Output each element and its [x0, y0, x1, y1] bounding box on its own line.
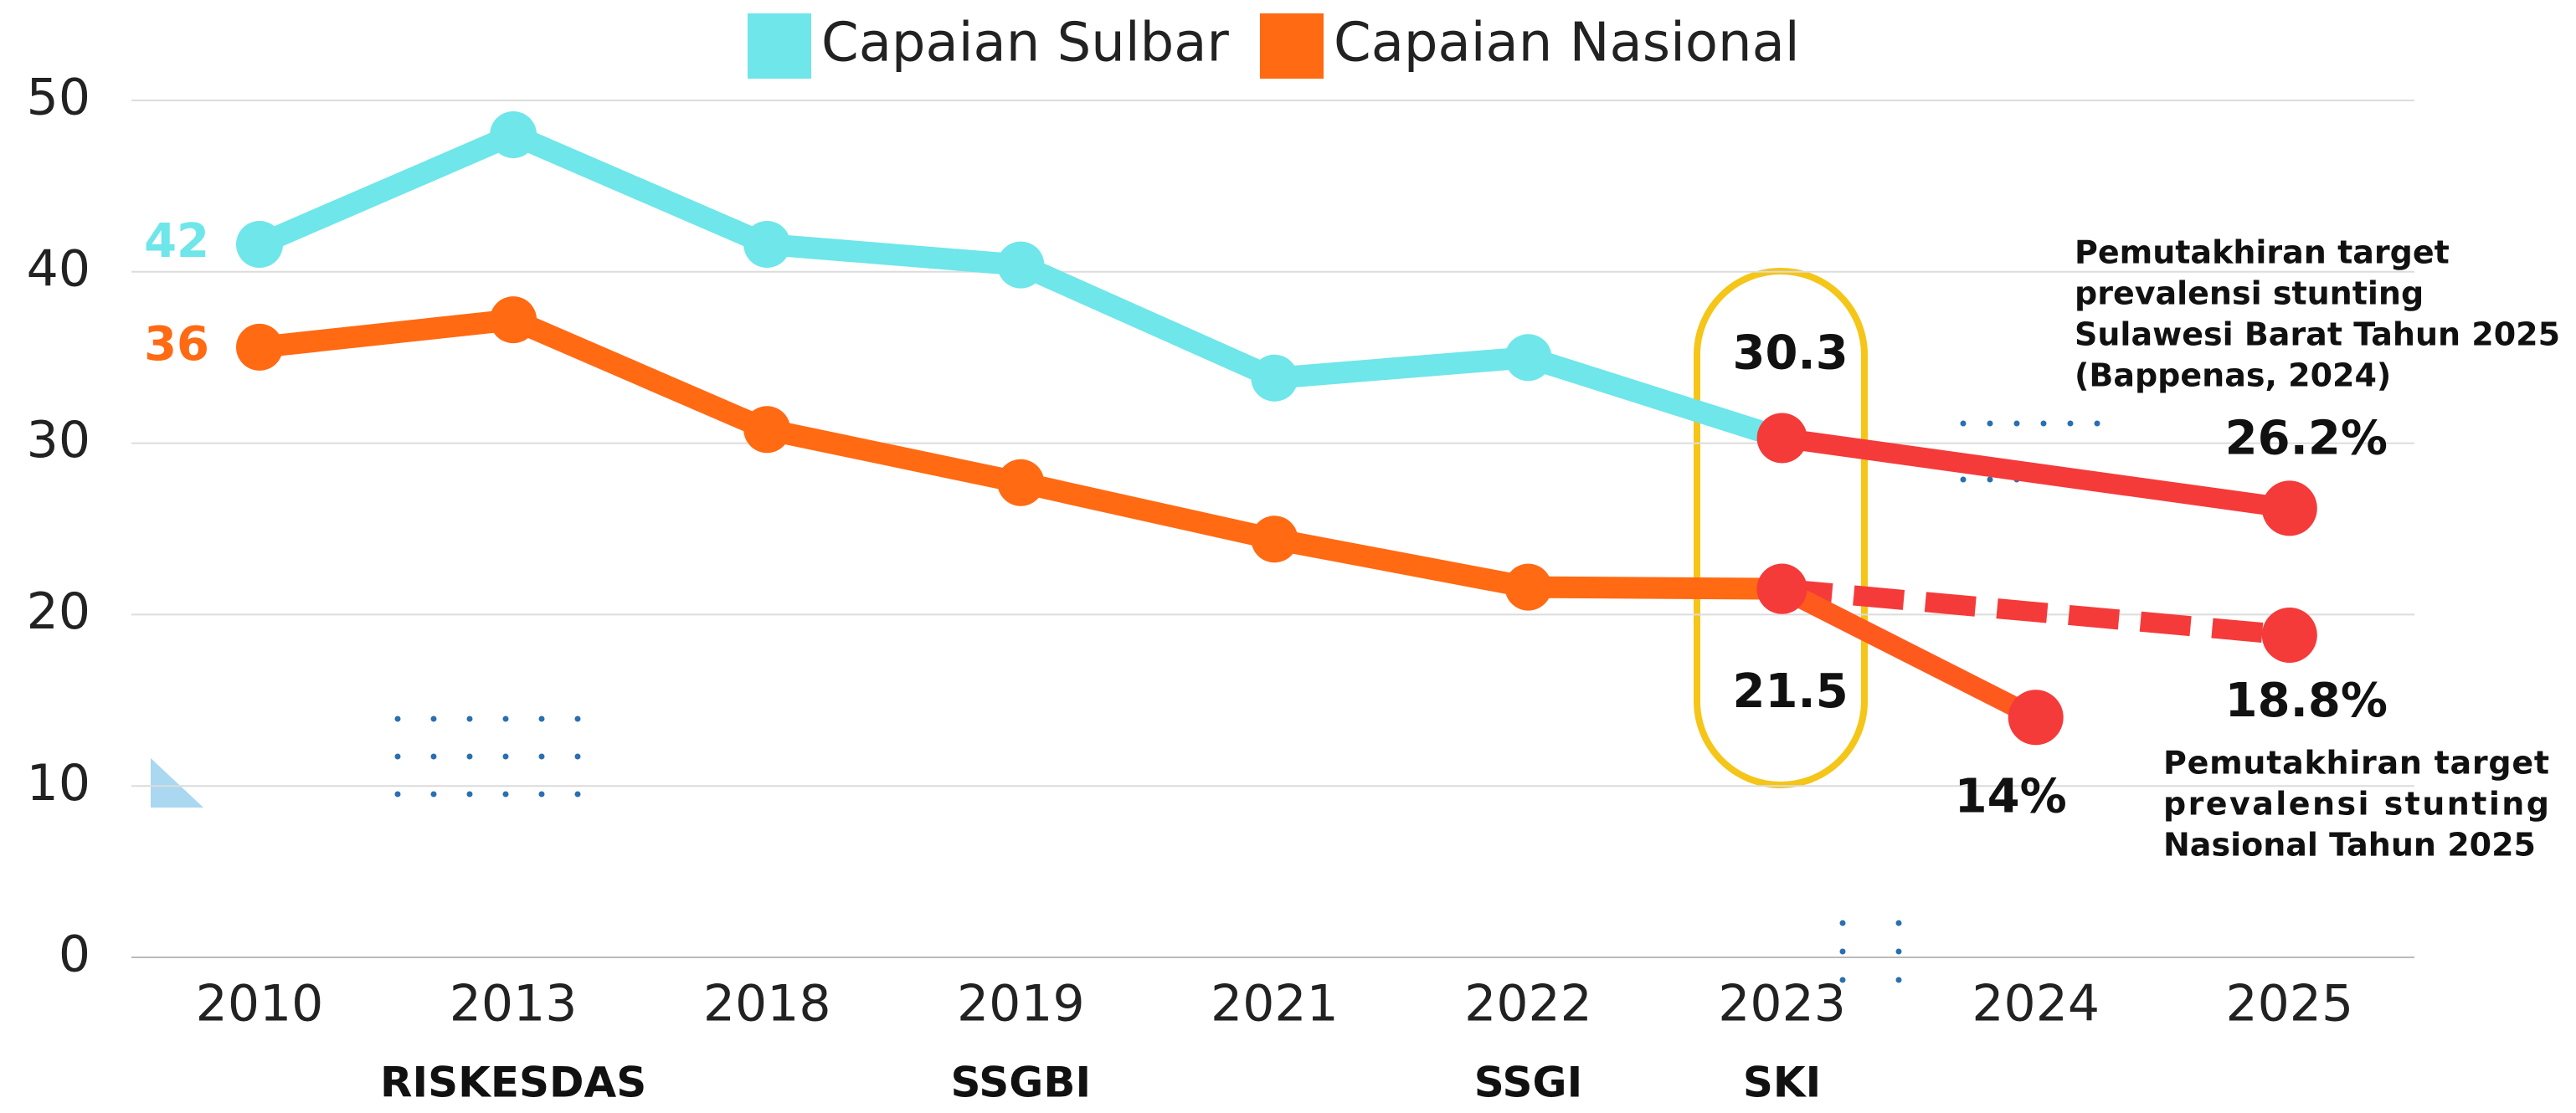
annotation-text: prevalensi stunting	[2075, 275, 2424, 312]
decor-dot	[1987, 476, 1993, 483]
point	[997, 459, 1045, 506]
value-label: 21.5	[1733, 664, 1848, 719]
x-tick-label: 2025	[2225, 975, 2353, 1034]
annotation-text: (Bappenas, 2024)	[2075, 357, 2391, 394]
decor-dot	[430, 716, 437, 722]
decor-dot	[1960, 420, 1967, 427]
decor-dot	[2013, 420, 2020, 427]
decor-dot	[430, 791, 437, 798]
annotation-text: Pemutakhiran target	[2163, 745, 2549, 782]
x-tick-label: 2010	[196, 975, 324, 1034]
point	[236, 323, 283, 371]
decor-dot	[466, 753, 473, 760]
decor-dot	[574, 753, 581, 760]
decor-dot	[502, 716, 509, 722]
decor-dot	[1895, 977, 1902, 983]
x-sublabel: RISKESDAS	[380, 1059, 646, 1107]
decor-dot	[538, 716, 545, 722]
decor-dot	[1839, 948, 1846, 955]
x-tick-label: 2022	[1464, 975, 1592, 1034]
point	[2261, 480, 2317, 536]
series-line	[1780, 428, 2291, 519]
value-label: 14%	[1955, 769, 2067, 823]
x-tick-label: 2021	[1211, 975, 1339, 1034]
series-line	[1777, 579, 2041, 726]
annotation-text: Nasional Tahun 2025	[2163, 827, 2536, 864]
y-tick-label: 20	[27, 582, 90, 641]
decor-dot	[574, 716, 581, 722]
point	[490, 110, 537, 158]
x-tick-label: 2019	[957, 975, 1085, 1034]
decor-dot	[394, 753, 401, 760]
point	[2008, 690, 2064, 746]
decor-dot	[574, 791, 581, 798]
series-line	[1781, 578, 2291, 645]
y-tick-label: 40	[27, 239, 90, 298]
decor-dot	[1839, 977, 1846, 983]
y-tick-label: 50	[27, 69, 90, 127]
x-sublabel: SSGBI	[951, 1059, 1092, 1107]
x-sublabel: SKI	[1743, 1059, 1821, 1107]
decor-dot	[502, 753, 509, 760]
y-tick-label: 30	[27, 411, 90, 469]
decor-dot	[1839, 920, 1846, 926]
point	[743, 221, 791, 269]
decor-dot	[394, 791, 401, 798]
value-label: 18.8%	[2225, 674, 2388, 728]
decor-triangle	[151, 758, 203, 808]
value-label: 42	[144, 214, 209, 269]
x-tick-label: 2023	[1718, 975, 1846, 1034]
annotation-text: Sulawesi Barat Tahun 2025	[2075, 316, 2560, 353]
point	[1756, 413, 1807, 464]
decor-dot	[2067, 420, 2074, 427]
point	[1251, 515, 1298, 563]
point	[1504, 563, 1552, 611]
x-tick-label: 2024	[1972, 975, 2100, 1034]
y-tick-label: 10	[27, 754, 90, 813]
decor-dot	[1987, 420, 1993, 427]
value-label: 30.3	[1733, 326, 1848, 381]
point	[1756, 563, 1807, 614]
decor-dot	[502, 791, 509, 798]
x-tick-label: 2018	[703, 975, 831, 1034]
point	[236, 221, 283, 269]
y-tick-label: 0	[59, 926, 90, 984]
legend-swatch	[748, 13, 811, 79]
legend-label: Capaian Nasional	[1334, 13, 1800, 74]
decor-dot	[394, 716, 401, 722]
decor-dot	[2040, 420, 2047, 427]
point	[997, 241, 1045, 289]
decor-dot	[538, 791, 545, 798]
point	[2261, 607, 2317, 663]
decor-dot	[1895, 948, 1902, 955]
legend-swatch	[1260, 13, 1324, 79]
decor-dot	[2094, 420, 2100, 427]
decor-dot	[466, 716, 473, 722]
point	[1251, 354, 1298, 402]
value-label: 26.2%	[2225, 412, 2388, 466]
point	[1504, 334, 1552, 382]
decor-dot	[1895, 920, 1902, 926]
x-tick-label: 2013	[450, 975, 578, 1034]
point	[490, 296, 537, 344]
decor-dot	[466, 791, 473, 798]
annotation-text: Pemutakhiran target	[2075, 234, 2450, 271]
point	[743, 406, 791, 454]
decor-dot	[538, 753, 545, 760]
annotation-text: prevalensi stunting	[2163, 786, 2549, 823]
legend-label: Capaian Sulbar	[821, 13, 1229, 74]
value-label: 36	[144, 317, 209, 372]
decor-dot	[1960, 476, 1967, 483]
x-sublabel: SSGI	[1474, 1059, 1582, 1107]
decor-dot	[430, 753, 437, 760]
